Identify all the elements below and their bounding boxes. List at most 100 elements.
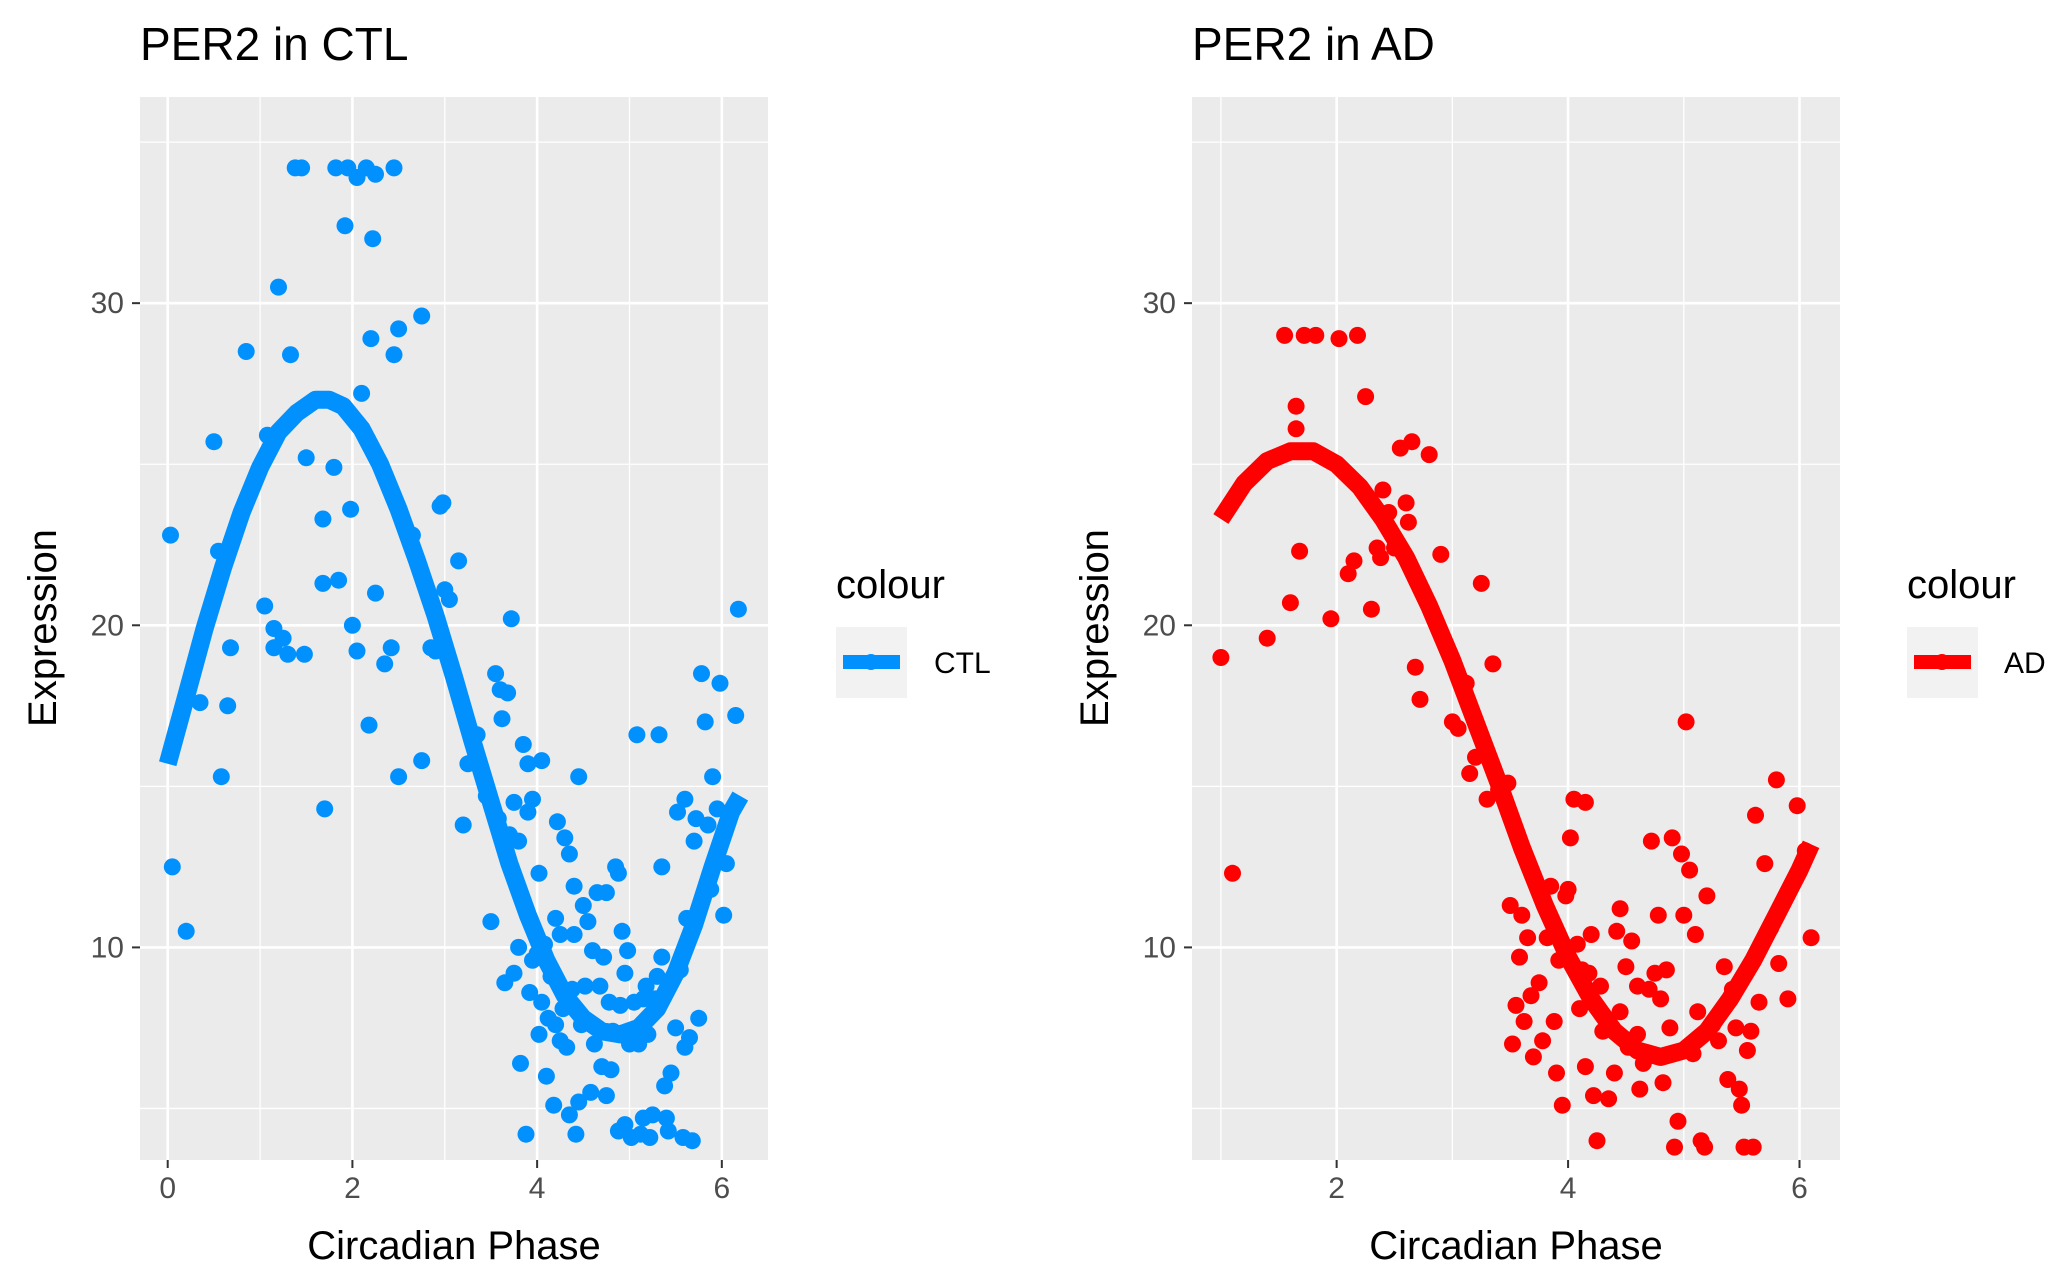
data-point (1224, 864, 1241, 882)
data-point (551, 926, 569, 943)
data-point (1710, 1032, 1727, 1050)
data-point (585, 1035, 603, 1053)
data-point (295, 645, 313, 663)
data-point (1663, 829, 1681, 847)
data-point (1513, 906, 1531, 924)
x-tick-label: 2 (1328, 1172, 1345, 1205)
data-point (382, 639, 400, 657)
data-point (1747, 806, 1764, 824)
data-point (556, 829, 574, 847)
data-point (293, 159, 311, 177)
data-point (533, 993, 551, 1011)
x-axis-title-ad: Circadian Phase (1369, 1224, 1663, 1268)
data-point (1654, 1074, 1672, 1092)
data-point (1276, 326, 1294, 344)
data-point (1307, 326, 1325, 344)
data-point (1661, 1019, 1679, 1037)
data-point (1524, 1048, 1542, 1066)
data-point (219, 697, 237, 715)
data-point (1258, 629, 1276, 647)
data-point (560, 845, 578, 863)
data-point (282, 346, 299, 364)
data-point (591, 977, 609, 995)
data-point (237, 343, 255, 360)
legend-key-point-ctl (863, 654, 879, 670)
data-point (565, 926, 583, 943)
data-point (514, 736, 532, 753)
x-tick-label: 6 (713, 1172, 730, 1205)
data-point (1287, 420, 1305, 438)
data-point (1733, 1096, 1751, 1114)
data-point (1406, 658, 1424, 676)
data-point (1738, 1042, 1756, 1059)
data-point (1623, 932, 1641, 950)
plot-background-ctl (140, 97, 768, 1160)
data-point (274, 629, 292, 647)
data-point (704, 768, 722, 786)
data-point (711, 674, 729, 692)
data-point (367, 584, 384, 602)
data-point (547, 909, 565, 927)
data-point (316, 800, 334, 818)
x-tick-label: 6 (1791, 1172, 1808, 1205)
data-point (545, 1096, 563, 1114)
data-point (1432, 545, 1450, 563)
data-point (1349, 326, 1366, 344)
data-point (657, 1109, 675, 1127)
panel-ad: PER2 in AD 10 20 30 2 4 6 Circadian Phase Ex… (1073, 18, 2046, 1268)
y-tick-label: 10 (91, 931, 124, 964)
x-axis-ctl: 0 2 4 6 (159, 1160, 730, 1205)
data-point (1750, 993, 1768, 1011)
data-point (574, 897, 592, 914)
data-point (548, 813, 566, 831)
data-point (1756, 855, 1774, 873)
data-point (648, 967, 666, 985)
data-point (1677, 713, 1695, 731)
legend-ad: colour AD (1907, 563, 2046, 698)
y-axis-ctl: 10 20 30 (91, 287, 140, 964)
data-point (330, 571, 348, 589)
data-point (1611, 1003, 1629, 1021)
data-point (177, 922, 195, 940)
x-axis-ad: 2 4 6 (1328, 1160, 1808, 1205)
data-point (1576, 1058, 1594, 1076)
data-point (1212, 649, 1230, 666)
data-point (650, 726, 668, 744)
data-point (1770, 955, 1788, 972)
data-point (1374, 481, 1392, 499)
data-point (1652, 990, 1670, 1008)
data-point (1291, 542, 1309, 560)
legend-label-ad: AD (2004, 647, 2046, 680)
y-tick-label: 30 (91, 287, 124, 320)
data-point (641, 1129, 659, 1146)
data-point (1403, 433, 1421, 451)
data-point (1553, 1096, 1571, 1114)
data-point (493, 710, 511, 728)
data-point (634, 990, 652, 1008)
grid-ad (1192, 97, 1840, 1160)
data-point (1287, 397, 1305, 415)
data-point (696, 713, 714, 731)
data-point (519, 755, 537, 773)
data-point (1696, 1138, 1714, 1156)
data-point (502, 610, 520, 628)
data-point (348, 642, 366, 660)
data-point (367, 165, 384, 183)
data-point (616, 1116, 634, 1134)
data-point (567, 1125, 585, 1143)
data-point (1339, 565, 1357, 583)
data-point (1742, 1022, 1760, 1040)
legend-label-ctl: CTL (934, 647, 991, 680)
data-point (1585, 1087, 1602, 1105)
data-point (602, 1061, 620, 1079)
data-point (163, 858, 181, 876)
data-point (512, 1054, 529, 1072)
data-point (1534, 1032, 1552, 1050)
data-point (327, 159, 345, 177)
data-point (434, 494, 452, 512)
data-point (1357, 388, 1375, 406)
data-point (482, 913, 500, 931)
data-point (616, 964, 634, 982)
